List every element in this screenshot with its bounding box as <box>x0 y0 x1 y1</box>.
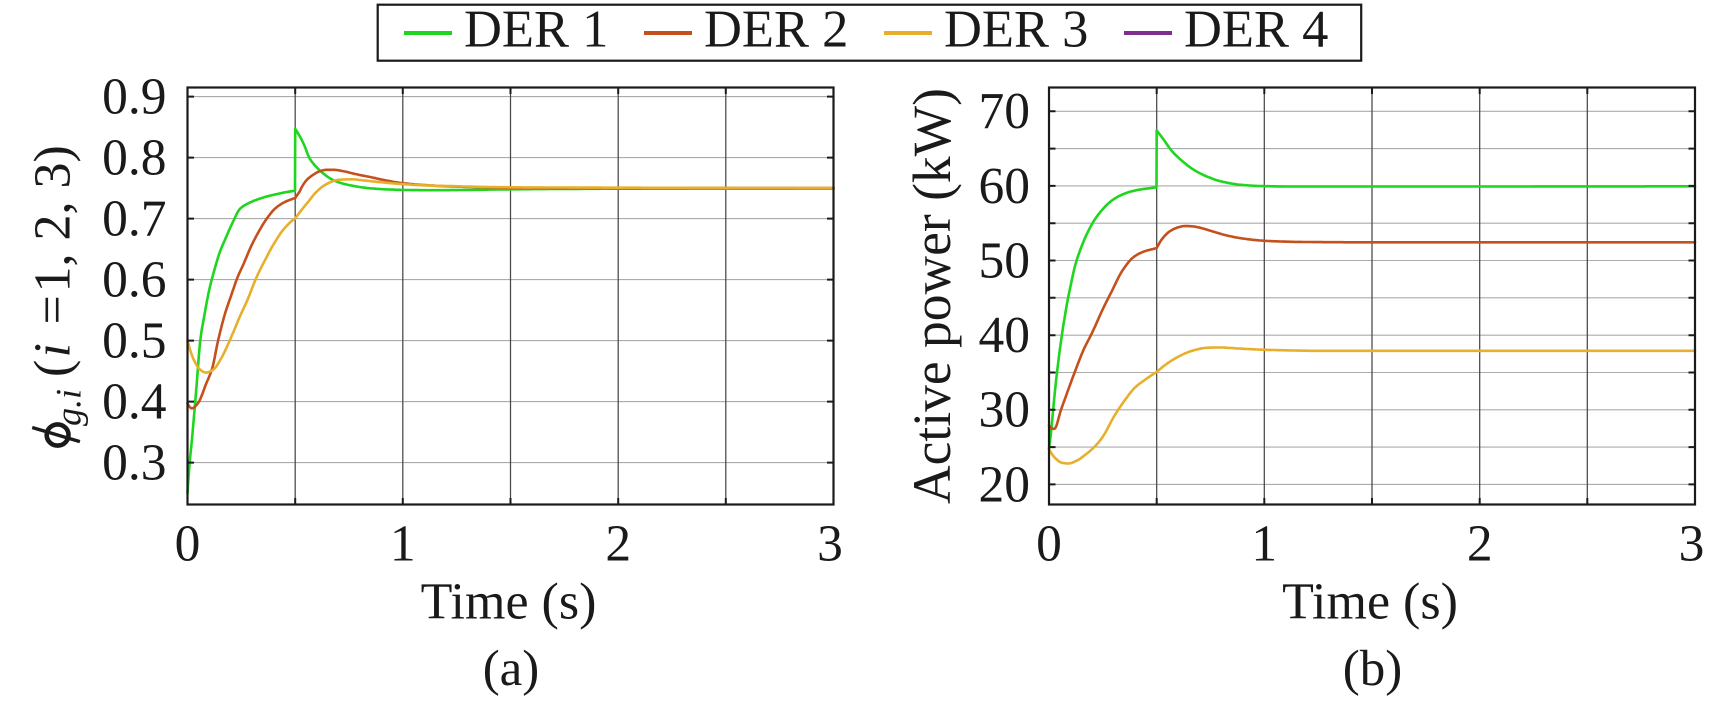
svg-text:0: 0 <box>1036 516 1062 573</box>
svg-text:1, 2, 3): 1, 2, 3) <box>25 145 82 292</box>
svg-text:Time (s): Time (s) <box>421 574 597 631</box>
svg-text:0.5: 0.5 <box>102 313 166 370</box>
svg-text:30: 30 <box>979 382 1031 439</box>
svg-text:0.9: 0.9 <box>102 69 166 126</box>
svg-text:0: 0 <box>175 516 201 573</box>
svg-text:40: 40 <box>979 307 1031 364</box>
svg-text:(: ( <box>25 360 82 377</box>
svg-text:DER 2: DER 2 <box>704 1 848 59</box>
svg-text:(b): (b) <box>1343 641 1402 697</box>
svg-text:0.3: 0.3 <box>102 435 166 492</box>
svg-text:2: 2 <box>1467 516 1493 573</box>
svg-text:DER 3: DER 3 <box>944 1 1088 59</box>
svg-text:g.i: g.i <box>49 389 89 426</box>
svg-text:0.8: 0.8 <box>102 130 166 187</box>
svg-text:DER 4: DER 4 <box>1184 1 1328 59</box>
svg-text:0.7: 0.7 <box>102 191 166 248</box>
svg-text:=: = <box>25 295 82 324</box>
svg-text:3: 3 <box>817 516 843 573</box>
svg-text:1: 1 <box>390 516 416 573</box>
svg-text:60: 60 <box>979 158 1031 215</box>
svg-text:0.4: 0.4 <box>102 374 166 431</box>
svg-text:Time (s): Time (s) <box>1282 574 1458 631</box>
svg-text:3: 3 <box>1679 516 1705 573</box>
svg-text:20: 20 <box>979 456 1031 513</box>
svg-text:Active power (kW): Active power (kW) <box>902 88 962 504</box>
svg-text:2: 2 <box>605 516 631 573</box>
svg-text:DER 1: DER 1 <box>464 1 608 59</box>
svg-text:50: 50 <box>979 232 1031 289</box>
svg-text:i: i <box>25 343 82 357</box>
svg-text:(a): (a) <box>483 641 540 697</box>
svg-text:70: 70 <box>979 83 1031 140</box>
svg-text:1: 1 <box>1251 516 1277 573</box>
svg-text:0.6: 0.6 <box>102 252 166 309</box>
